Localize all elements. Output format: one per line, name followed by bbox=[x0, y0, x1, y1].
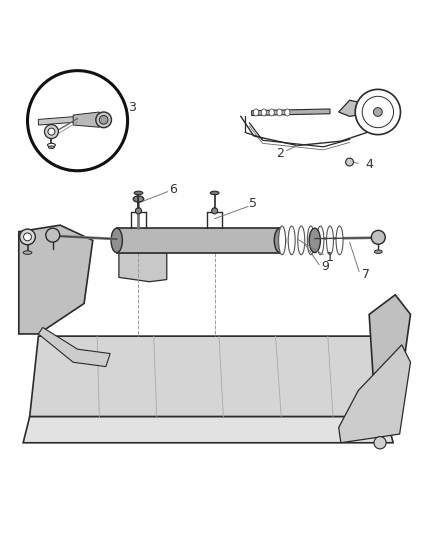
Ellipse shape bbox=[288, 226, 295, 255]
Text: 2: 2 bbox=[276, 147, 284, 160]
Text: 3: 3 bbox=[128, 101, 136, 114]
Polygon shape bbox=[117, 228, 280, 253]
Polygon shape bbox=[252, 109, 330, 116]
Text: 6: 6 bbox=[170, 182, 177, 196]
Circle shape bbox=[374, 108, 382, 116]
Polygon shape bbox=[369, 295, 410, 417]
Ellipse shape bbox=[298, 226, 305, 255]
Ellipse shape bbox=[23, 251, 32, 254]
Circle shape bbox=[24, 233, 32, 241]
Circle shape bbox=[48, 128, 55, 135]
Polygon shape bbox=[339, 345, 410, 443]
Polygon shape bbox=[39, 327, 110, 367]
Ellipse shape bbox=[317, 226, 324, 255]
Circle shape bbox=[20, 229, 35, 245]
Ellipse shape bbox=[133, 196, 144, 202]
Ellipse shape bbox=[307, 226, 314, 255]
Ellipse shape bbox=[134, 191, 143, 195]
Circle shape bbox=[46, 228, 60, 242]
Ellipse shape bbox=[261, 109, 266, 116]
Text: 1: 1 bbox=[326, 251, 334, 264]
Ellipse shape bbox=[374, 250, 382, 254]
Polygon shape bbox=[119, 253, 167, 282]
Circle shape bbox=[28, 71, 127, 171]
Circle shape bbox=[355, 90, 400, 135]
Ellipse shape bbox=[47, 143, 55, 147]
Circle shape bbox=[45, 125, 58, 139]
Ellipse shape bbox=[277, 109, 282, 116]
Ellipse shape bbox=[253, 109, 258, 116]
Circle shape bbox=[96, 112, 112, 128]
Text: 5: 5 bbox=[249, 197, 257, 210]
Ellipse shape bbox=[279, 226, 286, 255]
Ellipse shape bbox=[326, 226, 333, 255]
Text: 4: 4 bbox=[365, 158, 373, 171]
Ellipse shape bbox=[269, 109, 274, 116]
Circle shape bbox=[212, 208, 218, 214]
Ellipse shape bbox=[285, 109, 290, 116]
Text: 9: 9 bbox=[321, 260, 329, 273]
Ellipse shape bbox=[48, 146, 54, 149]
Polygon shape bbox=[73, 112, 99, 127]
Text: 7: 7 bbox=[362, 268, 370, 281]
Circle shape bbox=[99, 116, 108, 124]
Circle shape bbox=[346, 158, 353, 166]
Circle shape bbox=[371, 230, 385, 244]
Ellipse shape bbox=[336, 226, 343, 255]
Polygon shape bbox=[39, 116, 78, 125]
Circle shape bbox=[374, 437, 386, 449]
Circle shape bbox=[362, 96, 393, 128]
Polygon shape bbox=[23, 417, 393, 443]
Ellipse shape bbox=[309, 228, 321, 253]
Circle shape bbox=[135, 208, 141, 214]
Ellipse shape bbox=[210, 191, 219, 195]
Polygon shape bbox=[30, 336, 387, 417]
Ellipse shape bbox=[111, 228, 122, 253]
Polygon shape bbox=[19, 225, 93, 334]
Ellipse shape bbox=[274, 228, 286, 253]
Polygon shape bbox=[339, 100, 362, 116]
